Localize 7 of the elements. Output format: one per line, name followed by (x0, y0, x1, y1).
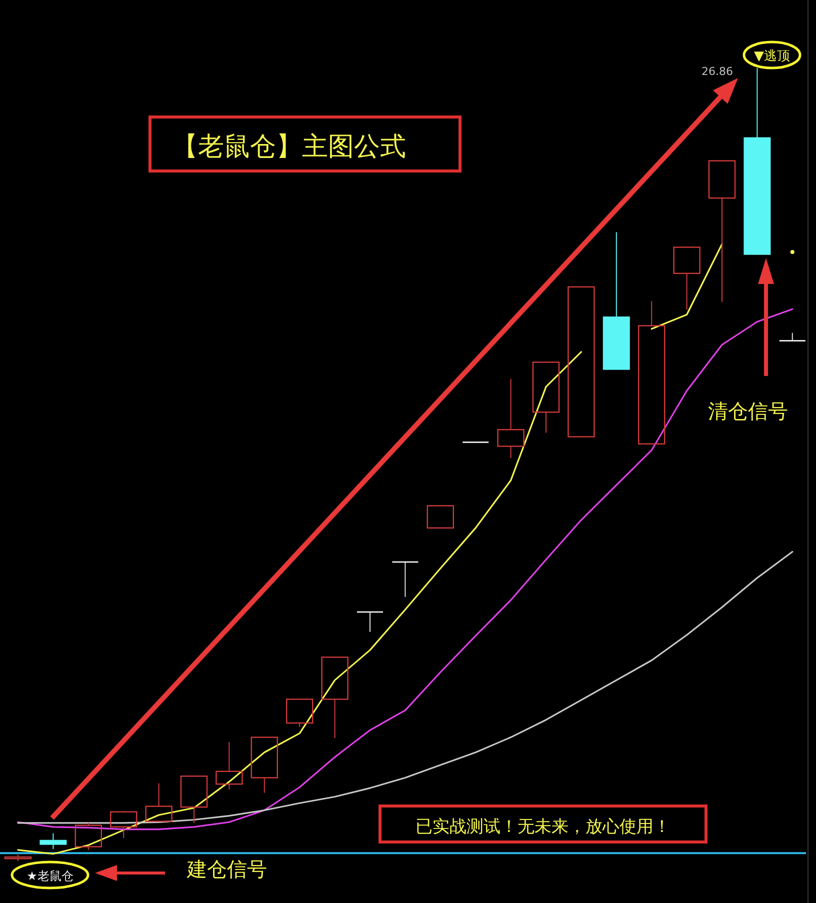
annotation: 清仓信号 (708, 399, 788, 423)
annotation: 26.86 (702, 65, 733, 78)
text: 【老鼠仓】主图公式 (172, 132, 406, 162)
annotation: 已实战测试！无未来，放心使用！ (416, 817, 670, 837)
annotation: 建仓信号 (186, 857, 267, 881)
text: ▼逃顶 (754, 49, 790, 64)
text: ★老鼠仓 (26, 869, 74, 883)
